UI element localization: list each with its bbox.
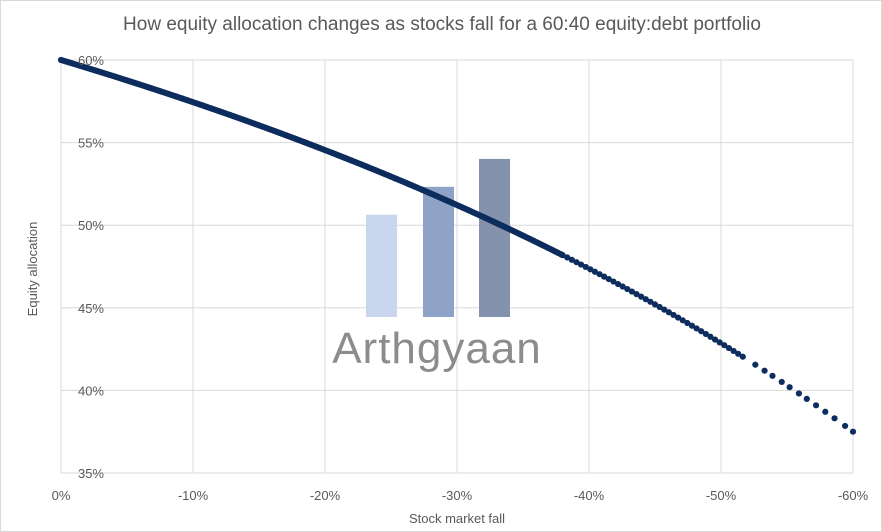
x-axis-title: Stock market fall [409, 511, 505, 526]
data-point [795, 390, 802, 397]
data-point [647, 298, 654, 305]
data-point [587, 266, 594, 273]
x-tick-label: -10% [178, 488, 209, 503]
y-tick-label: 50% [78, 218, 104, 233]
data-point [778, 378, 785, 386]
data-point [730, 347, 737, 355]
y-tick-label: 60% [78, 53, 104, 68]
data-point [752, 361, 759, 368]
data-point [711, 336, 719, 343]
data-point [822, 408, 829, 415]
data-point [591, 268, 599, 275]
data-point [614, 280, 622, 288]
y-tick-label: 45% [78, 301, 104, 316]
data-point [841, 422, 849, 430]
data-point [707, 333, 714, 340]
watermark-bar [423, 186, 454, 317]
data-point [693, 325, 700, 332]
data-point [670, 311, 677, 319]
data-point [619, 283, 626, 290]
data-point [688, 322, 696, 329]
data-point [564, 254, 571, 261]
data-point [577, 261, 585, 268]
data-point [651, 301, 659, 308]
data-point [638, 293, 645, 300]
data-point [721, 342, 728, 349]
data-point [725, 344, 733, 352]
data-point [812, 402, 820, 409]
data-point [735, 350, 742, 357]
x-tick-label: -30% [442, 488, 473, 503]
data-point [786, 384, 793, 391]
y-axis-title: Equity allocation [25, 222, 40, 317]
x-tick-label: 0% [52, 488, 71, 503]
data-point [661, 306, 668, 313]
data-point [716, 339, 723, 346]
data-point [624, 285, 631, 293]
x-tick-label: -60% [838, 488, 869, 503]
data-point [698, 328, 705, 335]
data-point [601, 273, 608, 280]
x-tick-label: -20% [310, 488, 341, 503]
data-point [656, 303, 663, 311]
gridlines [60, 59, 854, 474]
chart-title: How equity allocation changes as stocks … [123, 14, 761, 35]
data-point [610, 278, 617, 285]
watermark-bar [366, 214, 397, 317]
data-point [679, 317, 686, 324]
data-point [739, 353, 746, 360]
tick-labels: 0% -10% -20% -30% -40% -50% -60% 35% 40% 45% 50% 55… [52, 53, 869, 503]
data-point [596, 271, 603, 278]
x-tick-label: -50% [706, 488, 737, 503]
watermark-bars [366, 158, 510, 317]
data-point [849, 428, 857, 435]
data-point [633, 291, 640, 298]
watermark: Arthgyaan [332, 158, 542, 373]
data-point [761, 367, 768, 374]
data-point [628, 288, 636, 295]
data-point [665, 309, 672, 316]
data-point [702, 330, 709, 338]
data-point [803, 395, 810, 402]
data-point [831, 415, 838, 422]
watermark-bar [479, 158, 510, 317]
y-tick-label: 55% [78, 136, 104, 151]
y-tick-label: 40% [78, 383, 104, 398]
data-point [568, 256, 575, 263]
data-points [57, 56, 857, 435]
data-point [675, 314, 682, 321]
data-point [605, 275, 612, 283]
data-point [769, 372, 776, 379]
watermark-text: Arthgyaan [332, 324, 542, 373]
data-point [642, 296, 649, 303]
data-point [559, 252, 566, 259]
data-point [573, 259, 580, 266]
data-point [582, 263, 589, 271]
y-tick-label: 35% [78, 466, 104, 481]
data-point [684, 319, 691, 327]
x-tick-label: -40% [574, 488, 605, 503]
